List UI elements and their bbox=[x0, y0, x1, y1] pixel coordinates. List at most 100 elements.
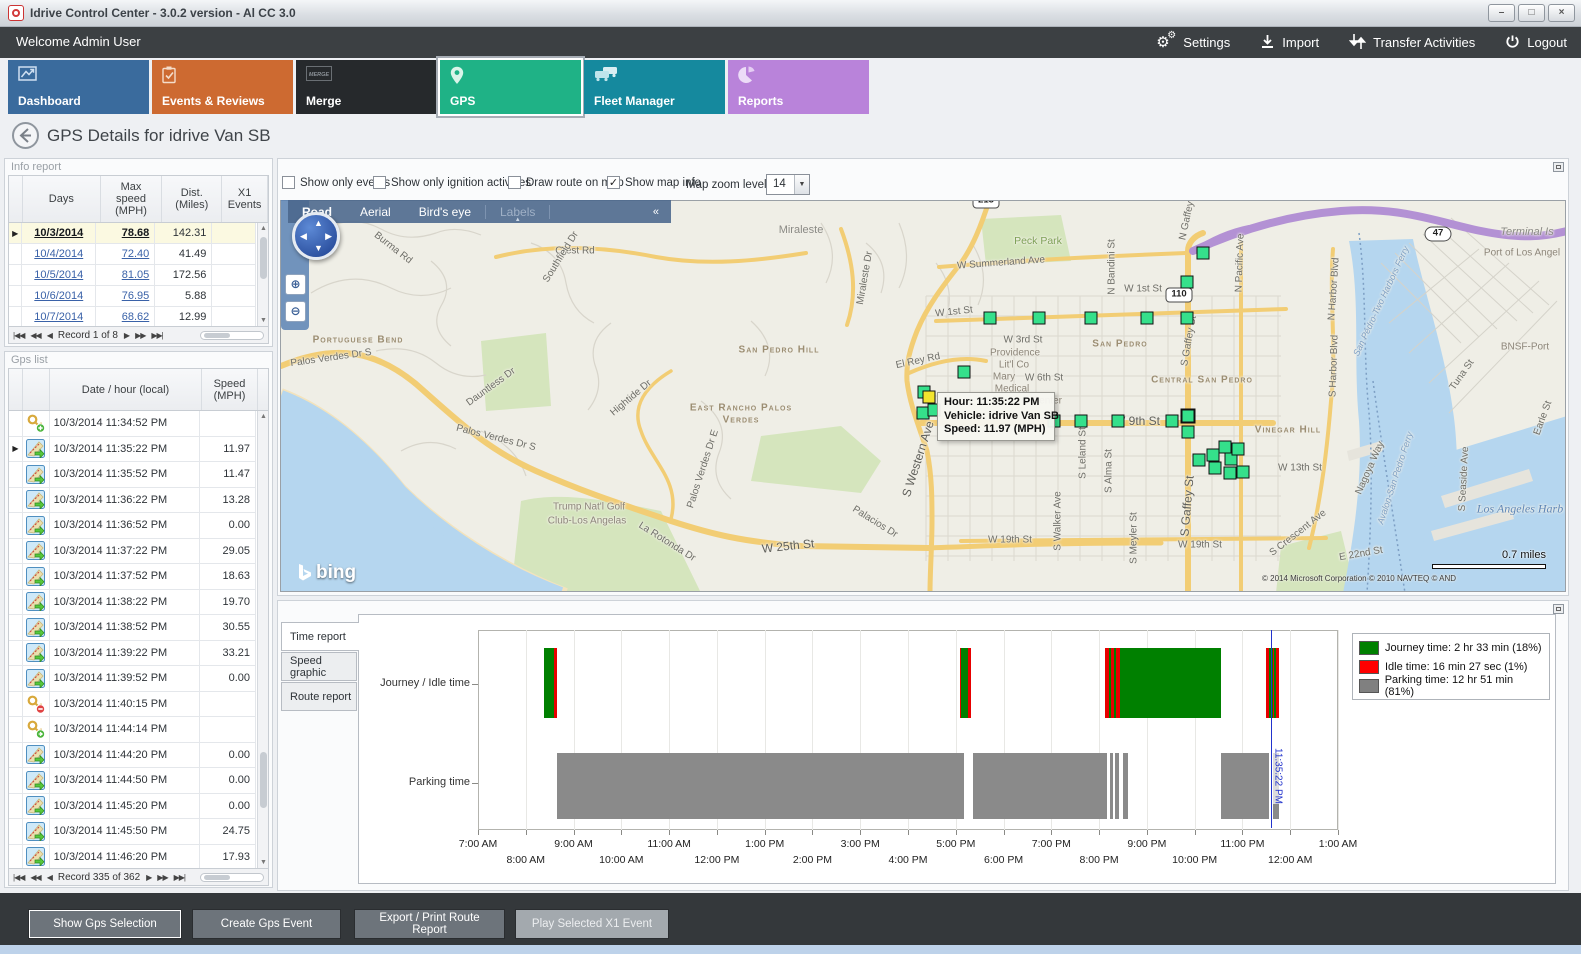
info-column-header[interactable]: X1 Events bbox=[222, 176, 268, 222]
map-zoom-out-button[interactable]: ⊖ bbox=[285, 301, 306, 322]
gps-table-row[interactable]: 10/3/2014 11:36:22 PM 13.28 bbox=[9, 487, 256, 513]
info-column-header[interactable]: Max speed (MPH) bbox=[101, 176, 163, 222]
tile-gps[interactable]: GPS bbox=[440, 60, 581, 114]
dropdown-arrow-icon[interactable]: ▼ bbox=[794, 175, 809, 194]
gps-table-row[interactable]: 10/3/2014 11:44:50 PM 0.00 bbox=[9, 768, 256, 794]
gps-table-row[interactable]: 10/3/2014 11:34:52 PM bbox=[9, 411, 256, 437]
info-table-row[interactable]: 10/6/2014 76.95 5.88 bbox=[9, 286, 257, 307]
gps-marker-selected-yellow[interactable] bbox=[922, 390, 936, 404]
info-column-header[interactable]: Dist. (Miles) bbox=[162, 176, 223, 222]
gps-table-row[interactable]: 10/3/2014 11:39:52 PM 0.00 bbox=[9, 666, 256, 692]
max-speed-link[interactable]: 78.68 bbox=[121, 227, 150, 239]
gps-marker[interactable] bbox=[1074, 414, 1088, 428]
export-print-route-report-button[interactable]: Export / Print Route Report bbox=[354, 909, 505, 939]
window-titlebar[interactable]: Idrive Control Center - 3.0.2 version - … bbox=[0, 0, 1581, 27]
topbar-action-transfer[interactable]: Transfer Activities bbox=[1348, 33, 1475, 52]
checkbox-draw-route-on-map[interactable]: Draw route on map bbox=[508, 176, 624, 189]
gps-marker[interactable] bbox=[1231, 442, 1245, 456]
info-pager-next-button[interactable]: ▶ bbox=[123, 330, 130, 340]
gps-pager-prev-button[interactable]: ◀ bbox=[46, 872, 53, 882]
gps-table-row[interactable]: ▶ 10/3/2014 11:35:22 PM 11.97 bbox=[9, 436, 256, 462]
gps-table-row[interactable]: 10/3/2014 11:37:22 PM 29.05 bbox=[9, 538, 256, 564]
tile-reports[interactable]: Reports bbox=[728, 60, 869, 114]
info-table-row[interactable]: ▶ 10/3/2014 78.68 142.31 bbox=[9, 223, 257, 244]
gps-pager-next-button[interactable]: ▶▶ bbox=[157, 872, 168, 882]
gps-table-row[interactable]: 10/3/2014 11:38:52 PM 30.55 bbox=[9, 615, 256, 641]
gps-table-row[interactable]: 10/3/2014 11:45:20 PM 0.00 bbox=[9, 793, 256, 819]
gps-marker[interactable] bbox=[957, 365, 971, 379]
gps-marker[interactable] bbox=[1196, 246, 1210, 260]
gps-pager-prev-button[interactable]: ◀◀ bbox=[30, 872, 41, 882]
minimize-button[interactable]: – bbox=[1488, 4, 1515, 22]
day-link[interactable]: 10/3/2014 bbox=[34, 227, 84, 239]
map-zoom-in-button[interactable]: ⊕ bbox=[285, 274, 306, 295]
days-cell[interactable]: 10/4/2014 bbox=[22, 244, 97, 264]
gps-list-vertical-scrollbar[interactable]: ▲ ▼ bbox=[257, 411, 268, 868]
gps-marker[interactable] bbox=[1206, 448, 1220, 462]
checkbox-show-only-events[interactable]: Show only events bbox=[282, 176, 390, 189]
chart-panel-collapse-button[interactable] bbox=[1553, 604, 1564, 614]
gps-marker[interactable] bbox=[1180, 275, 1194, 289]
max-speed-cell[interactable]: 72.40 bbox=[96, 244, 156, 264]
gps-marker[interactable] bbox=[1032, 311, 1046, 325]
gps-marker[interactable] bbox=[1111, 414, 1125, 428]
gps-table-row[interactable]: 10/3/2014 11:39:22 PM 33.21 bbox=[9, 640, 256, 666]
create-gps-event-button[interactable]: Create Gps Event bbox=[192, 909, 341, 939]
map-style-labels[interactable]: Labels ▲ bbox=[485, 204, 551, 223]
tab-time-report[interactable]: Time report bbox=[281, 622, 359, 651]
tile-fleet-manager[interactable]: Fleet Manager bbox=[584, 60, 725, 114]
tab-route-report[interactable]: Route report bbox=[281, 682, 357, 711]
map-viewport[interactable]: Miraleste Peck Park W Summerland Ave Crest … bbox=[280, 200, 1566, 592]
tile-events-reviews[interactable]: Events & Reviews bbox=[152, 60, 293, 114]
gps-table-row[interactable]: 10/3/2014 11:46:20 PM 17.93 bbox=[9, 844, 256, 870]
info-pager-next-button[interactable]: ▶▶| bbox=[151, 330, 163, 340]
gps-marker[interactable] bbox=[1192, 453, 1206, 467]
max-speed-link[interactable]: 76.95 bbox=[121, 290, 150, 302]
tile-dashboard[interactable]: Dashboard bbox=[8, 60, 149, 114]
info-pager-prev-button[interactable]: |◀◀ bbox=[13, 330, 25, 340]
map-panel-collapse-button[interactable] bbox=[1553, 162, 1564, 172]
info-pager-prev-button[interactable]: ◀ bbox=[46, 330, 53, 340]
unchecked-checkbox-icon[interactable] bbox=[282, 176, 295, 189]
checkbox-show-map-info[interactable]: ✓ Show map info bbox=[607, 176, 701, 189]
info-pager-hscrollbar[interactable] bbox=[200, 330, 264, 340]
max-speed-cell[interactable]: 68.62 bbox=[96, 307, 156, 327]
day-link[interactable]: 10/4/2014 bbox=[34, 248, 84, 260]
days-cell[interactable]: 10/3/2014 bbox=[22, 223, 97, 243]
max-speed-cell[interactable]: 81.05 bbox=[96, 265, 156, 285]
gps-table-row[interactable]: 10/3/2014 11:40:15 PM bbox=[9, 691, 256, 717]
gps-marker[interactable] bbox=[1140, 311, 1154, 325]
back-button[interactable] bbox=[12, 122, 39, 149]
topbar-action-import[interactable]: Import bbox=[1260, 34, 1319, 52]
unchecked-checkbox-icon[interactable] bbox=[508, 176, 521, 189]
gps-marker[interactable] bbox=[1084, 311, 1098, 325]
max-speed-cell[interactable]: 76.95 bbox=[96, 286, 156, 306]
map-style-aerial[interactable]: Aerial bbox=[346, 205, 405, 219]
gps-marker[interactable] bbox=[983, 311, 997, 325]
gps-table-row[interactable]: 10/3/2014 11:44:20 PM 0.00 bbox=[9, 742, 256, 768]
checkbox-show-only-ignition-activities[interactable]: Show only ignition activities bbox=[373, 176, 531, 189]
gps-marker[interactable] bbox=[1224, 452, 1238, 466]
map-compass-pan-control[interactable]: ▲ ▼ ◀ ▶ bbox=[292, 212, 340, 260]
gps-marker[interactable] bbox=[1180, 408, 1196, 424]
gps-column-header[interactable]: Speed (MPH) bbox=[202, 369, 258, 410]
map-style-bird-s-eye[interactable]: Bird's eye bbox=[405, 205, 485, 219]
map-nav-collapse-button[interactable]: « bbox=[652, 205, 659, 218]
gps-column-header[interactable]: Date / hour (local) bbox=[50, 369, 202, 410]
close-button[interactable]: × bbox=[1548, 4, 1575, 22]
gps-pager-prev-button[interactable]: |◀◀ bbox=[13, 872, 25, 882]
gps-marker[interactable] bbox=[1181, 425, 1195, 439]
max-speed-link[interactable]: 68.62 bbox=[121, 311, 150, 323]
gps-table-row[interactable]: 10/3/2014 11:36:52 PM 0.00 bbox=[9, 513, 256, 539]
gps-table-row[interactable]: 10/3/2014 11:44:14 PM bbox=[9, 717, 256, 743]
gps-marker[interactable] bbox=[1223, 466, 1237, 480]
checked-checkbox-icon[interactable]: ✓ bbox=[607, 176, 620, 189]
max-speed-cell[interactable]: 78.68 bbox=[96, 223, 156, 243]
day-link[interactable]: 10/5/2014 bbox=[34, 269, 84, 281]
gps-marker[interactable] bbox=[1165, 414, 1179, 428]
gps-table-row[interactable]: 10/3/2014 11:35:52 PM 11.47 bbox=[9, 462, 256, 488]
info-table-row[interactable]: 10/7/2014 68.62 12.99 bbox=[9, 307, 257, 328]
gps-table-row[interactable]: 10/3/2014 11:38:22 PM 19.70 bbox=[9, 589, 256, 615]
days-cell[interactable]: 10/5/2014 bbox=[22, 265, 97, 285]
gps-table-row[interactable]: 10/3/2014 11:37:52 PM 18.63 bbox=[9, 564, 256, 590]
